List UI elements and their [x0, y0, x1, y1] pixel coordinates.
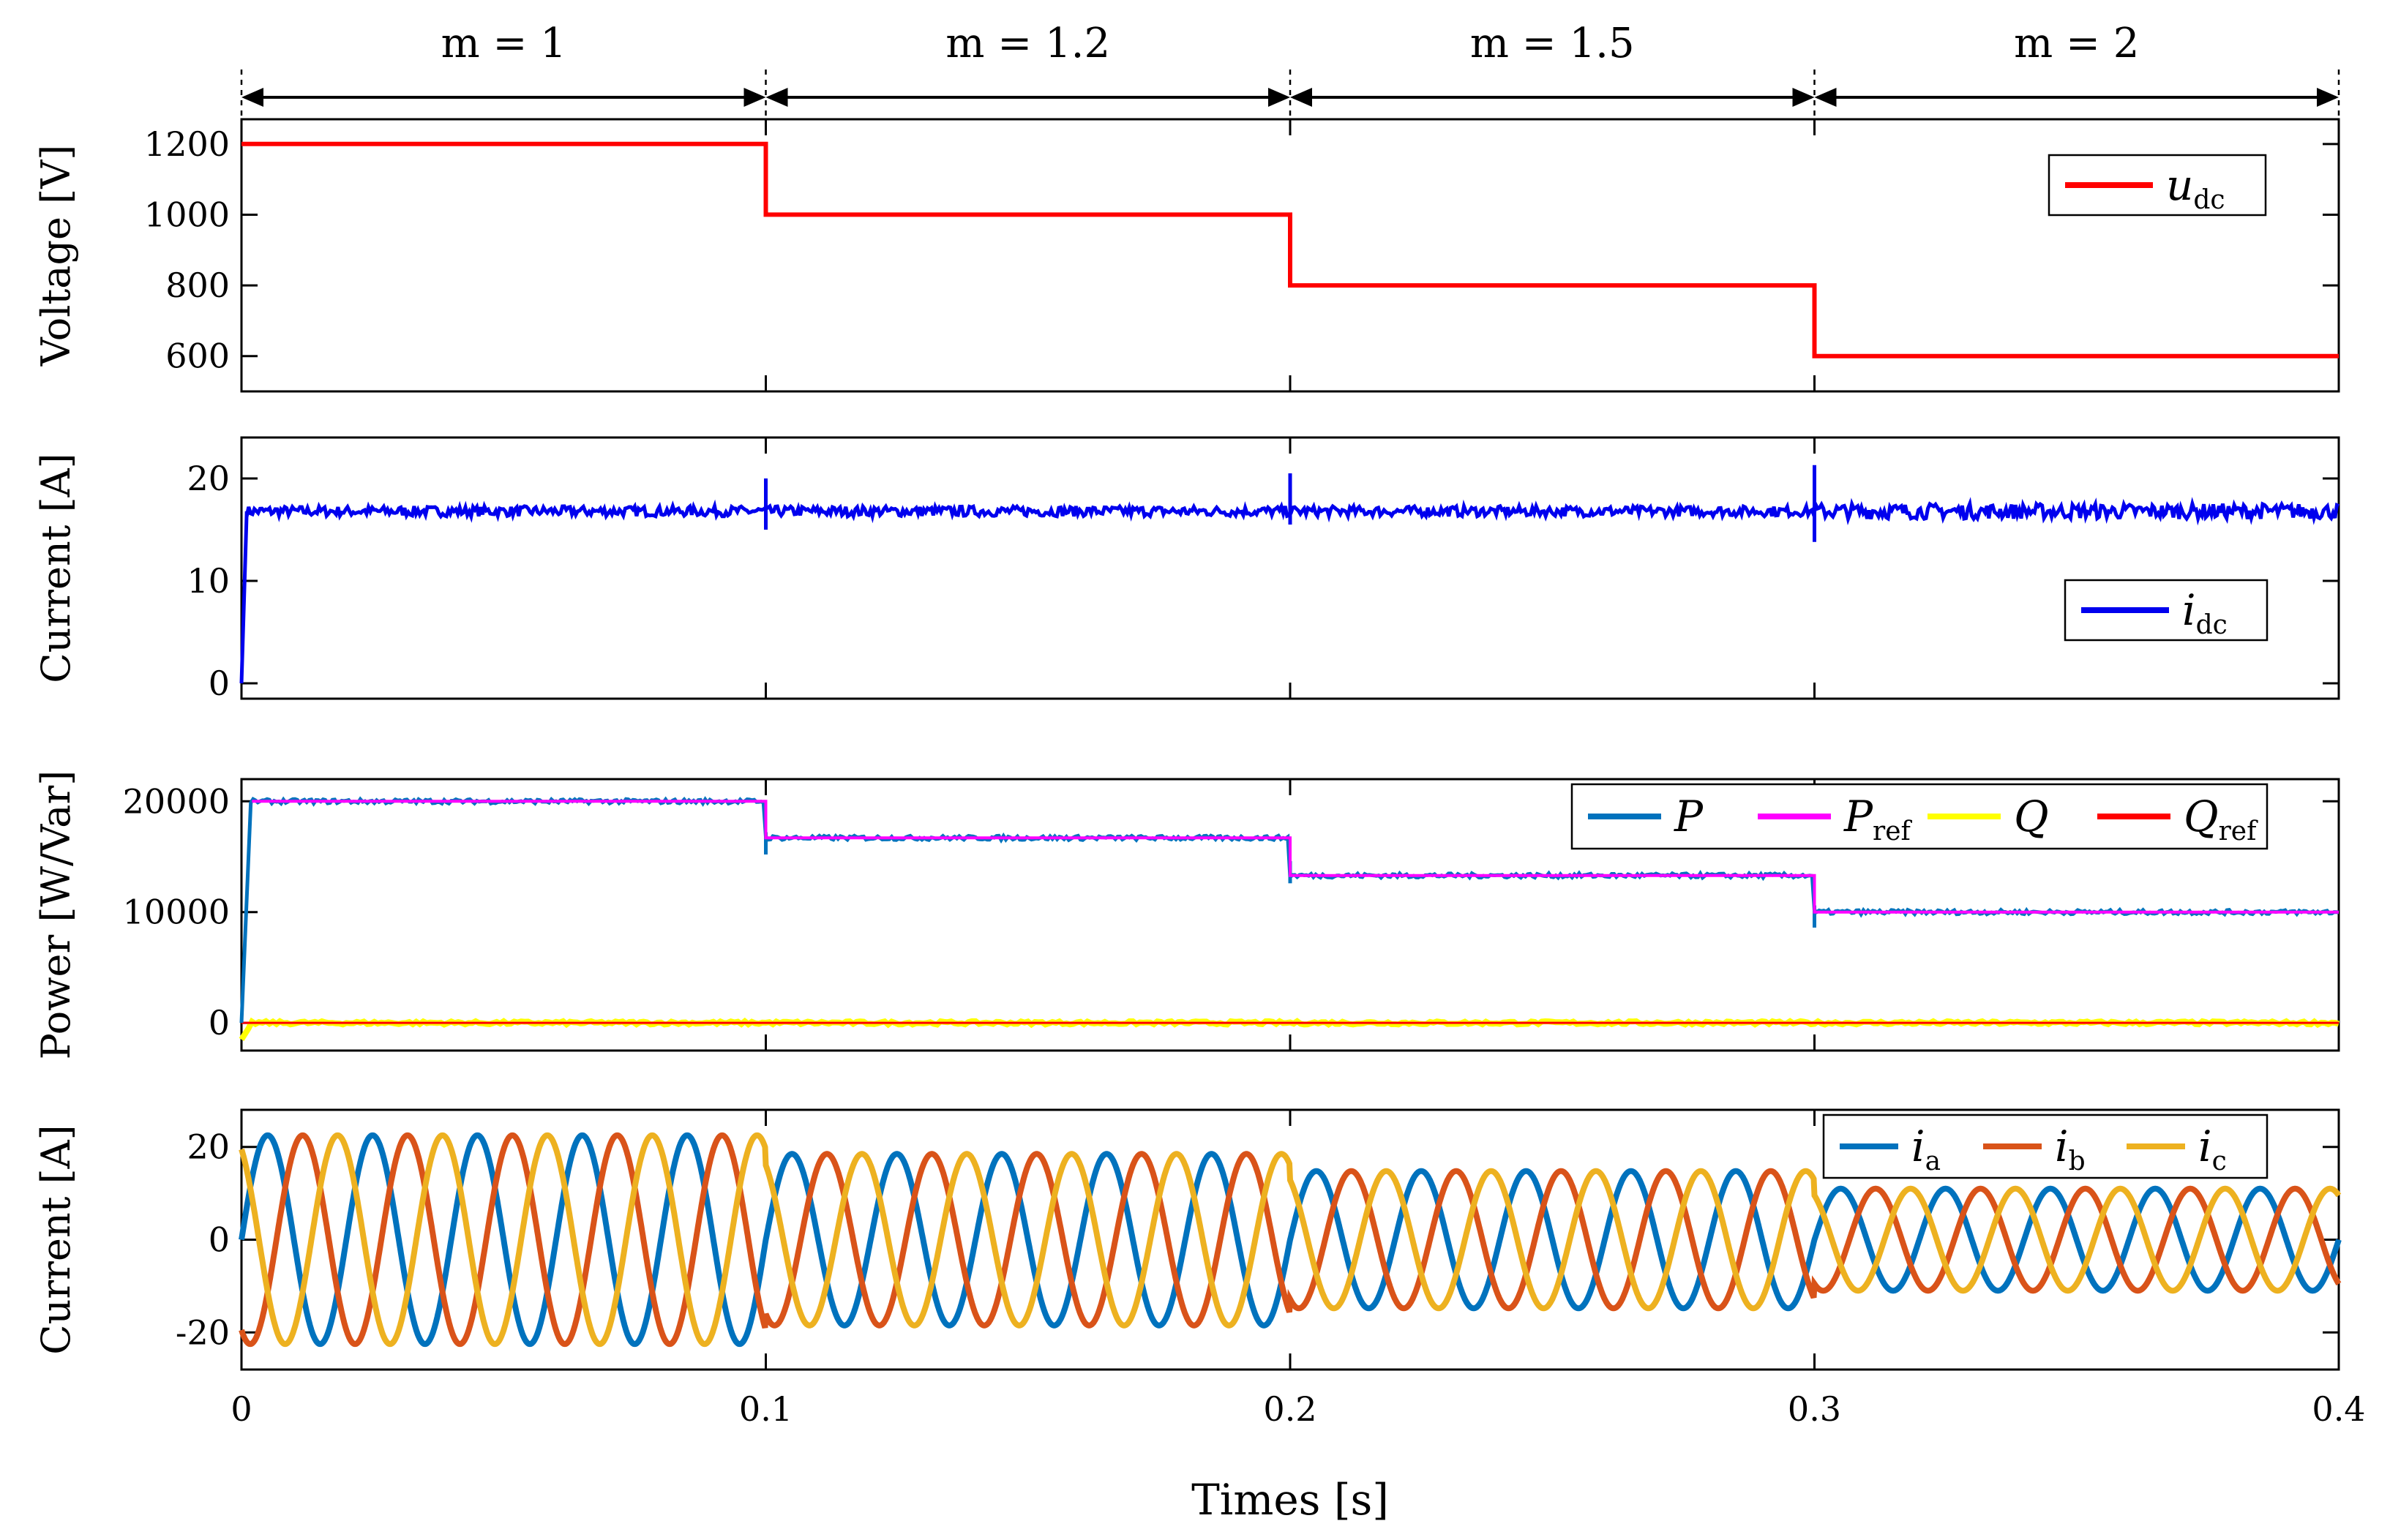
y-axis-label: Voltage [V] — [33, 145, 79, 367]
legend-label-subscript: ref — [2219, 816, 2259, 846]
legend-label-subscript: c — [2212, 1146, 2227, 1176]
mode-annotation-arrows: m = 1 m = 1.2 m = 1.5 m = 2 — [240, 20, 2340, 119]
y-axis-label: Power [W/Var] — [33, 770, 79, 1060]
series-line-u_dc — [241, 141, 2339, 358]
legend-label-P: P — [1674, 792, 1704, 841]
legend-label-subscript: ref — [1873, 816, 1913, 846]
arrow-head-right — [743, 88, 766, 107]
legend-label-u_dc: udc — [2166, 160, 2225, 215]
y-axis-label: Current [A] — [33, 453, 79, 683]
legend-label-subscript: dc — [2196, 610, 2228, 640]
arrow-head-left — [241, 88, 263, 107]
arrow-head-left — [765, 88, 788, 107]
y-tick-label: 20000 — [123, 781, 230, 821]
arrow-head-right — [2317, 88, 2339, 107]
mode-label: m = 2 — [2014, 20, 2139, 67]
mode-label: m = 1 — [441, 20, 566, 67]
legend-label-P_ref: Pref — [1843, 792, 1913, 846]
legend-label-subscript: a — [1925, 1146, 1941, 1176]
arrow-head-left — [1290, 88, 1312, 107]
legend-label-main: P — [1674, 792, 1704, 841]
legend-label-Q: Q — [2014, 792, 2049, 841]
legend-label-main: Q — [2014, 792, 2049, 841]
y-tick-label: 0 — [209, 664, 230, 703]
y-axis-label: Current [A] — [33, 1124, 79, 1354]
arrow-head-right — [1792, 88, 1815, 107]
legend-label-i_c: ic — [2198, 1122, 2227, 1176]
x-tick-label: 0.2 — [1263, 1389, 1316, 1429]
series-line-i_dc — [239, 497, 2340, 684]
y-tick-label: -20 — [176, 1312, 230, 1352]
legend-label-main: u — [2166, 160, 2193, 210]
y-tick-label: 1000 — [144, 195, 230, 234]
x-tick-label: 0.3 — [1788, 1389, 1841, 1429]
legend-label-main: i — [2182, 585, 2196, 635]
y-tick-label: 10 — [187, 561, 230, 601]
legend-label-subscript: dc — [2193, 185, 2225, 215]
voltage-panel: 600 800 1000 1200 Voltage [V] udc — [33, 118, 2340, 393]
series-line-i_c — [239, 1132, 2342, 1348]
legend-label-i_b: ib — [2055, 1122, 2086, 1176]
x-axis-label: Times [s] — [1191, 1475, 1389, 1525]
series-line-i_a — [239, 1132, 2342, 1348]
legend-label-main: i — [2198, 1122, 2212, 1171]
y-tick-label: 20 — [187, 1127, 230, 1167]
dc-current-panel: 0 10 20 Current [A] idc — [33, 436, 2340, 703]
x-tick-label: 0.1 — [739, 1389, 793, 1429]
x-tick-label: 0.4 — [2312, 1389, 2365, 1429]
y-tick-label: 1200 — [144, 124, 230, 164]
legend-label-main: Q — [2184, 792, 2219, 841]
arrow-head-left — [1814, 88, 1837, 107]
legend-label-subscript: b — [2069, 1146, 2086, 1176]
legend-label-i_a: ia — [1911, 1122, 1941, 1176]
legend-label-i_dc: idc — [2182, 585, 2228, 640]
legend-label-main: P — [1843, 792, 1873, 841]
legend-label-Q_ref: Qref — [2184, 792, 2258, 846]
y-tick-label: 0 — [209, 1220, 230, 1260]
legend-label-main: i — [2055, 1122, 2069, 1171]
y-tick-label: 0 — [209, 1003, 230, 1043]
x-tick-label: 0 — [231, 1389, 252, 1429]
y-tick-label: 800 — [165, 266, 230, 305]
series-line-i_b — [239, 1132, 2342, 1348]
y-tick-label: 600 — [165, 337, 230, 376]
mode-label: m = 1.5 — [1470, 20, 1635, 67]
series-line-P_ref — [252, 800, 2339, 914]
y-tick-label: 20 — [187, 459, 230, 498]
legend-label-main: i — [1911, 1122, 1925, 1171]
mode-label: m = 1.2 — [945, 20, 1110, 67]
arrow-head-right — [1268, 88, 1290, 107]
y-tick-label: 10000 — [123, 893, 230, 932]
